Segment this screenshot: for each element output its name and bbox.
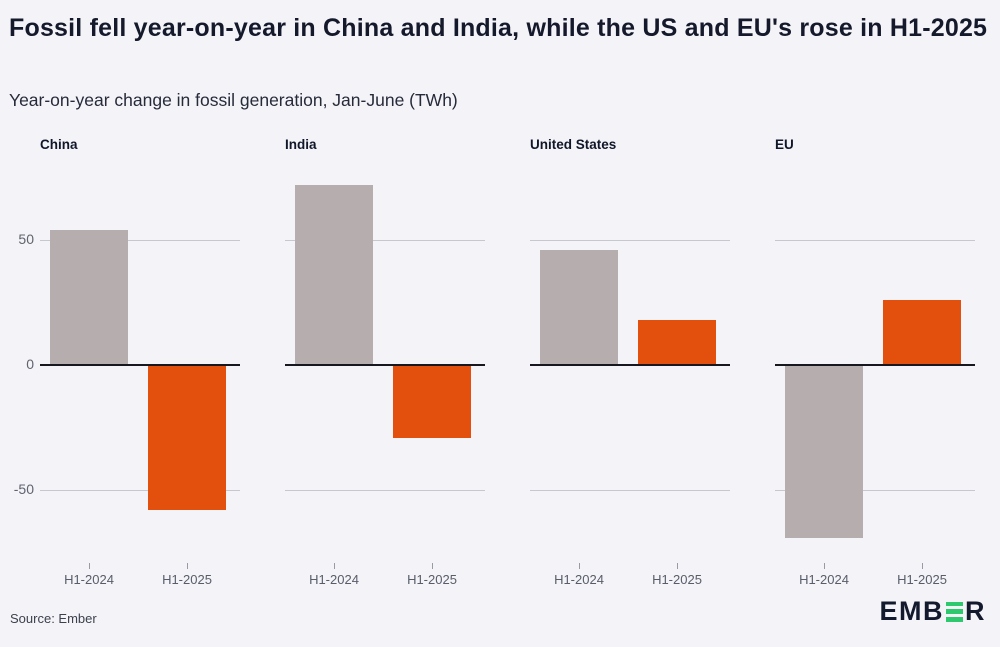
x-axis-tick-label: H1-2024 — [554, 572, 604, 587]
gridline — [285, 240, 485, 241]
x-axis-tick-label: H1-2024 — [799, 572, 849, 587]
gridline — [775, 490, 975, 491]
source-text: Source: Ember — [10, 611, 97, 626]
x-axis-tick — [432, 563, 433, 569]
facet-title-eu: EU — [775, 137, 794, 152]
gridline — [530, 240, 730, 241]
y-axis-tick-label: 0 — [26, 356, 34, 372]
bar-h1-2024-united-states — [540, 250, 618, 365]
gridline — [40, 240, 240, 241]
x-axis-tick — [579, 563, 580, 569]
bar-h1-2025-india — [393, 365, 471, 438]
gridline — [775, 240, 975, 241]
zero-line — [775, 364, 975, 366]
x-axis-tick — [677, 563, 678, 569]
y-axis-tick-label: -50 — [13, 481, 34, 497]
facet-title-china: China — [40, 137, 78, 152]
zero-line — [530, 364, 730, 366]
x-axis-tick-label: H1-2024 — [64, 572, 114, 587]
x-axis-tick-label: H1-2024 — [309, 572, 359, 587]
zero-line — [40, 364, 240, 366]
x-axis-tick-label: H1-2025 — [897, 572, 947, 587]
bar-h1-2024-eu — [785, 365, 863, 538]
gridline — [530, 490, 730, 491]
bar-h1-2025-eu — [883, 300, 961, 365]
facet-panel-india — [285, 165, 485, 560]
bar-h1-2024-india — [295, 185, 373, 365]
x-axis-tick — [824, 563, 825, 569]
zero-line — [285, 364, 485, 366]
gridline — [285, 490, 485, 491]
ember-logo-text-suffix: R — [965, 596, 986, 626]
x-axis-tick — [922, 563, 923, 569]
ember-logo: EMB R — [880, 598, 987, 625]
bar-h1-2024-china — [50, 230, 128, 365]
gridline — [40, 490, 240, 491]
facet-panel-united-states — [530, 165, 730, 560]
x-axis-tick — [334, 563, 335, 569]
bar-h1-2025-china — [148, 365, 226, 510]
facet-title-india: India — [285, 137, 317, 152]
x-axis-tick-label: H1-2025 — [652, 572, 702, 587]
x-axis-tick-label: H1-2025 — [407, 572, 457, 587]
x-axis-tick-label: H1-2025 — [162, 572, 212, 587]
ember-logo-green-e-icon — [946, 601, 963, 622]
y-axis-tick-label: 50 — [18, 231, 34, 247]
facet-title-united-states: United States — [530, 137, 617, 152]
ember-logo-text-prefix: EMB — [879, 596, 944, 626]
x-axis-tick — [89, 563, 90, 569]
bar-h1-2025-united-states — [638, 320, 716, 365]
x-axis-tick — [187, 563, 188, 569]
facet-panel-china — [40, 165, 240, 560]
page-subtitle: Year-on-year change in fossil generation… — [9, 90, 458, 110]
chart-region: 50 0 -50 China H1-2024 H1-2025 India H1-2024 H1-… — [0, 130, 1000, 610]
page-title: Fossil fell year-on-year in China and In… — [9, 14, 988, 42]
facet-panel-eu — [775, 165, 975, 560]
